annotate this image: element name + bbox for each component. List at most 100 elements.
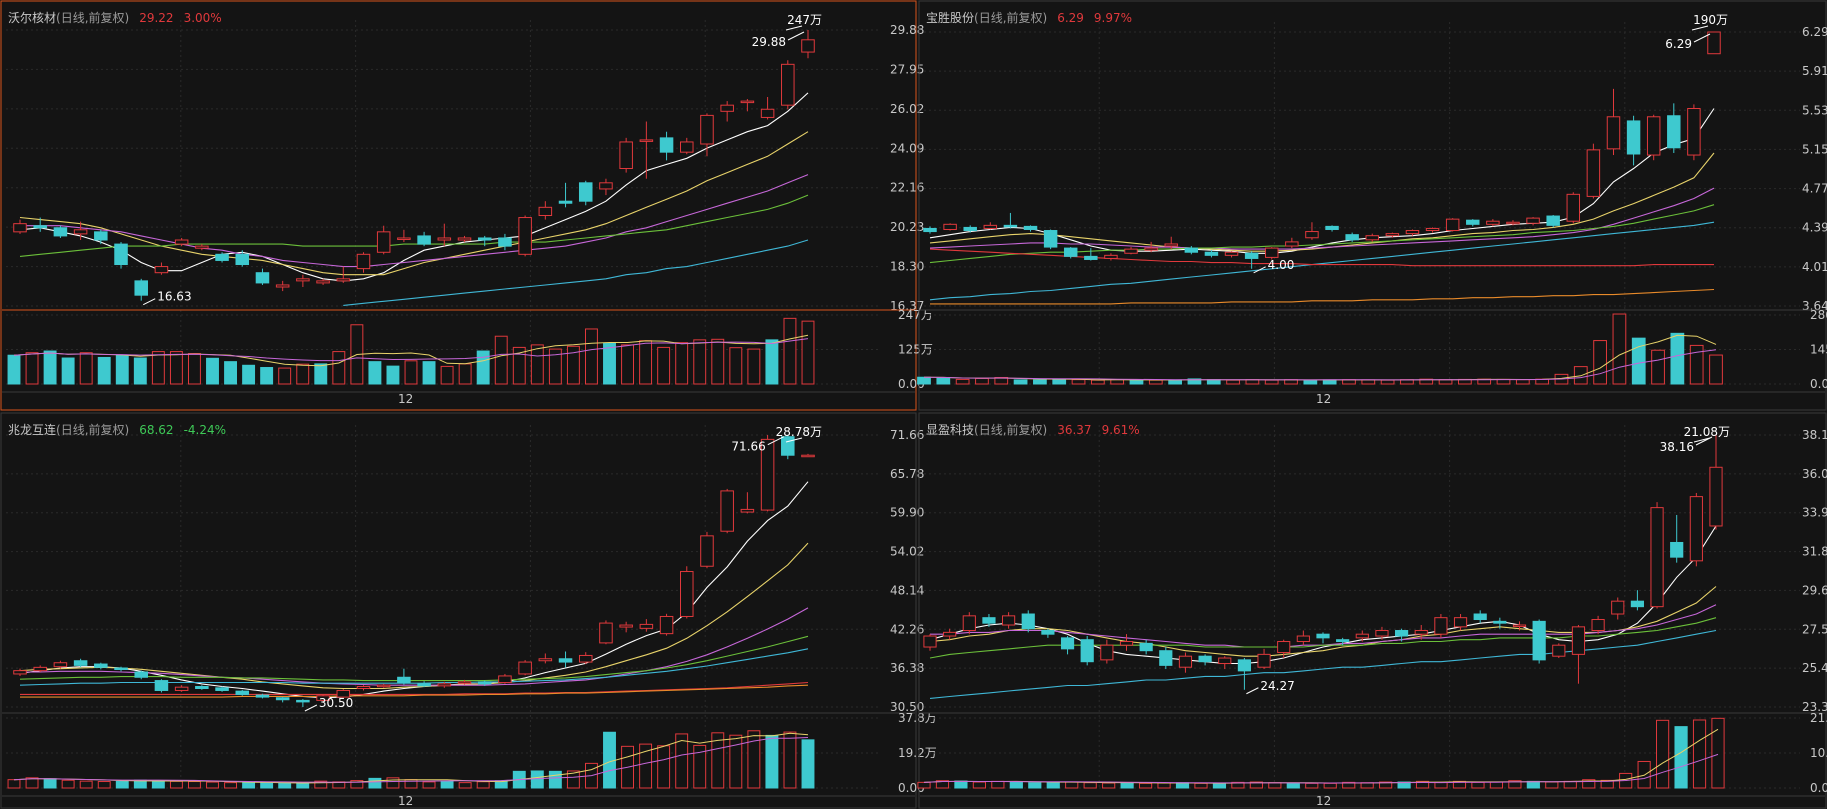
volume-bar — [1526, 780, 1540, 789]
candle-body — [578, 182, 593, 202]
candle-body — [760, 438, 775, 511]
candle-body — [700, 535, 714, 567]
volume-bar — [530, 770, 544, 789]
high-annotation-arrow — [767, 436, 785, 446]
candle-body — [982, 617, 996, 624]
volume-bar — [1515, 379, 1530, 385]
volume-bar — [1013, 379, 1028, 385]
candle-body — [700, 114, 714, 145]
candle-body — [114, 243, 128, 266]
moving-average-line — [343, 239, 809, 306]
volume-bar — [296, 363, 310, 385]
price-axis-label: 4.77 — [1802, 182, 1827, 196]
price-axis-label: 30.50 — [890, 700, 924, 714]
volume-bar — [422, 781, 436, 789]
volume-bar — [1323, 782, 1337, 789]
volume-axis-label: 145万 — [1810, 343, 1827, 357]
volume-bar — [1711, 717, 1725, 789]
candle-body — [1003, 224, 1018, 228]
volume-bar — [25, 777, 39, 789]
volume-bar — [206, 781, 219, 789]
candle-body — [1043, 230, 1058, 248]
volume-bar — [1129, 379, 1144, 385]
volume-bar — [151, 780, 165, 789]
volume-bar — [1545, 781, 1559, 789]
candle-body — [174, 686, 189, 691]
volume-bar — [476, 350, 490, 385]
volume-bar — [530, 344, 544, 385]
price-axis-label: 29.68 — [1802, 583, 1827, 597]
volume-bar — [1651, 349, 1665, 385]
candle-body — [498, 237, 512, 247]
x-axis-tick: 12 — [398, 392, 413, 406]
chart-panel-woer[interactable]: 29.8827.9526.0224.0922.1620.2318.3016.37… — [0, 0, 933, 411]
price-axis-label: 31.80 — [1802, 545, 1827, 559]
price-axis-label: 42.26 — [890, 622, 924, 636]
price-axis-label: 71.66 — [890, 428, 924, 442]
volume-bar — [639, 743, 653, 789]
chart-panel-baosheng[interactable]: 6.295.915.535.154.774.394.013.64宝胜股份(日线,… — [917, 0, 1827, 411]
volume-bar — [711, 732, 725, 789]
volume-bar — [765, 339, 779, 385]
volume-bar — [1438, 379, 1453, 385]
volume-axis-label: 37.8万 — [898, 711, 937, 725]
price-axis-label: 27.56 — [1802, 622, 1827, 636]
candle-body — [53, 662, 68, 668]
candle-body — [235, 253, 250, 266]
moving-average-line — [19, 131, 809, 276]
candle-body — [1566, 193, 1581, 222]
candle-body — [578, 654, 593, 663]
candle-body — [437, 683, 452, 687]
volume-bar — [1689, 344, 1704, 385]
panel-border — [0, 0, 917, 411]
volume-bar — [765, 734, 779, 789]
panel-border — [918, 412, 1827, 809]
candle-body — [457, 237, 472, 241]
volume-bar — [260, 782, 274, 789]
candle-body — [53, 227, 68, 237]
volume-bar — [224, 361, 238, 385]
low-annotation: 16.63 — [157, 290, 191, 304]
candle-body — [477, 237, 492, 241]
candle-body — [659, 615, 674, 635]
candle-body — [94, 663, 108, 668]
volume-bar — [1083, 782, 1097, 789]
volume-bar — [801, 320, 815, 385]
candle-body — [134, 280, 148, 296]
candle-body — [1395, 630, 1409, 637]
volume-bar — [1033, 379, 1047, 385]
candle-body — [1184, 247, 1199, 253]
volume-bar — [7, 354, 21, 385]
volume-bar — [1709, 354, 1723, 385]
price-axis-label: 5.15 — [1802, 142, 1827, 156]
volume-bar — [1322, 379, 1337, 385]
volume-bar — [1071, 379, 1086, 385]
low-annotation-arrow — [143, 298, 156, 306]
price-axis-label: 4.39 — [1802, 221, 1827, 235]
price-axis-label: 48.14 — [890, 583, 924, 597]
panel-border — [918, 0, 1827, 411]
volume-bar — [657, 745, 671, 789]
volume-bar — [1249, 781, 1263, 789]
chart-header: 沃尔核材(日线,前复权) 29.22 3.00% — [8, 10, 222, 25]
candle-body — [518, 217, 532, 255]
volume-bar — [61, 357, 75, 385]
candle-body — [1546, 215, 1560, 226]
price-axis-label: 25.45 — [1802, 661, 1827, 675]
volume-bar — [1009, 781, 1023, 789]
volume-bar — [79, 780, 93, 789]
volume-bar — [603, 731, 616, 789]
candle-body — [1345, 234, 1359, 241]
volume-bar — [1268, 782, 1282, 789]
chart-panel-xianying[interactable]: 38.16 36.04 33.92 31.80 29.68 27.56 25.45 23.33… — [917, 412, 1827, 809]
chart-header: 宝胜股份(日线,前复权) 6.29 9.97% — [926, 10, 1132, 25]
candle-body — [397, 676, 411, 684]
volume-bar — [350, 780, 364, 789]
volume-axis-label: 0.00 — [1810, 781, 1827, 795]
volume-ma-line — [923, 753, 1719, 784]
candle-body — [1532, 620, 1546, 661]
volume-bar — [1206, 379, 1221, 385]
volume-bar — [1264, 379, 1279, 385]
chart-panel-zhaolong[interactable]: 71.66 65.78 59.90 54.02 48.14 42.26 36.38 30.50… — [0, 412, 937, 809]
price-axis-label: 6.29 — [1802, 25, 1827, 39]
